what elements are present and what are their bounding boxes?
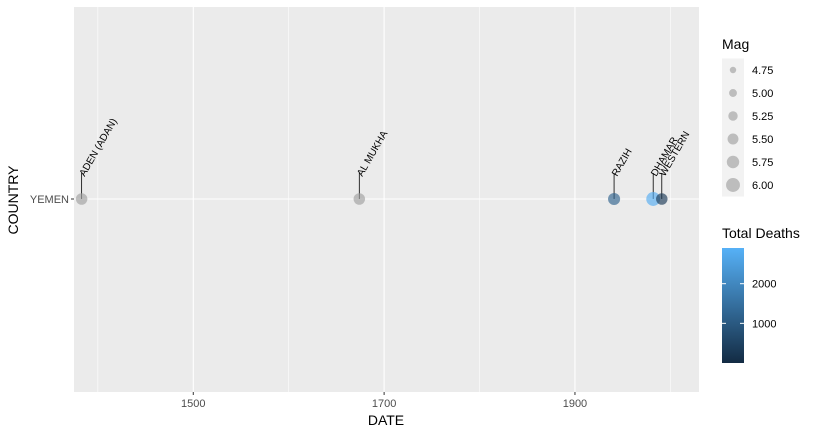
data-point: [646, 192, 661, 206]
size-legend-label: 4.75: [752, 65, 773, 77]
size-legend-label: 5.50: [752, 134, 773, 146]
size-legend-key: [726, 155, 740, 169]
size-legend-label: 5.75: [752, 157, 773, 169]
size-legend-key: [728, 111, 738, 121]
size-legend-key: [729, 89, 737, 97]
size-legend: Mag 4.75 5.00 5.25 5.50 5.75 6.00: [722, 36, 773, 197]
data-point: [656, 193, 668, 205]
size-legend-key: [726, 178, 740, 192]
size-legend-title: Mag: [722, 36, 749, 52]
size-legend-label: 5.00: [752, 88, 773, 100]
size-legend-key: [729, 66, 737, 74]
x-tick-label: 1700: [372, 398, 396, 410]
color-legend-label: 1000: [752, 318, 776, 330]
color-legend-title: Total Deaths: [722, 225, 800, 241]
size-legend-label: 5.25: [752, 111, 773, 123]
size-legend-label: 6.00: [752, 180, 773, 192]
data-point: [608, 192, 621, 206]
data-points: [75, 192, 668, 206]
size-legend-keys: 4.75 5.00 5.25 5.50 5.75 6.00: [722, 58, 773, 197]
color-legend: Total Deaths 1000 2000: [722, 225, 800, 363]
size-legend-key: [727, 133, 739, 145]
color-legend-ticks: 1000 2000: [722, 279, 776, 330]
data-point: [353, 193, 366, 205]
y-tick-label: YEMEN: [30, 194, 69, 206]
grid-lines: [74, 7, 699, 392]
color-legend-label: 2000: [752, 279, 776, 291]
x-tick-label: 1900: [563, 398, 587, 410]
x-axis-title: DATE: [368, 412, 404, 428]
data-point: [75, 193, 88, 205]
color-legend-bar: [722, 248, 744, 363]
x-tick-label: 1500: [181, 398, 205, 410]
axes: 1500 1700 1900 YEMEN: [30, 194, 587, 410]
y-axis-title: COUNTRY: [5, 165, 21, 235]
